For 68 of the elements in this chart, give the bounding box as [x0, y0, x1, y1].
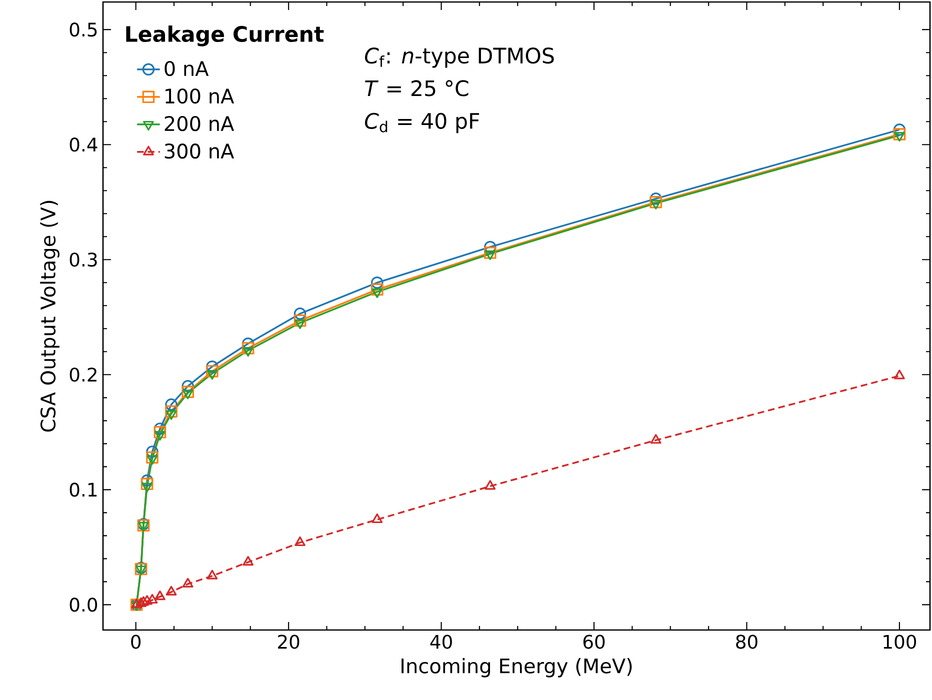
annotation: T = 25 °C — [365, 80, 468, 96]
legend-label: 300 nA — [164, 144, 234, 159]
point — [484, 250, 496, 260]
point — [142, 595, 152, 605]
y-axis-title: CSA Output Voltage (V) — [40, 200, 60, 432]
point — [206, 570, 218, 580]
point — [154, 422, 166, 435]
point — [893, 128, 906, 140]
point — [894, 370, 905, 380]
y-tick-label: 0.5 — [70, 22, 97, 37]
y-tick-label: 0.1 — [70, 482, 97, 497]
point — [136, 597, 146, 608]
annotation: C$_{f}$: n-type DTMOS — [364, 48, 554, 68]
point — [206, 370, 218, 380]
x-axis-title: Incoming Energy (MeV) — [402, 658, 632, 678]
point — [165, 405, 178, 418]
point — [893, 124, 906, 136]
point — [138, 596, 149, 606]
point — [182, 578, 194, 588]
legend-label: 200 nA — [164, 116, 234, 132]
x-tick-label: 0 — [131, 634, 141, 649]
point — [894, 132, 905, 142]
x-tick-label: 80 — [736, 634, 758, 649]
point — [294, 314, 306, 327]
point — [154, 590, 166, 600]
x-tick-label: 60 — [583, 634, 605, 649]
point — [165, 398, 178, 411]
point — [146, 594, 158, 604]
point — [166, 410, 177, 420]
point — [146, 446, 158, 458]
point — [242, 342, 254, 354]
point — [242, 337, 254, 350]
legend-label: 0 nA — [164, 60, 209, 76]
point — [242, 347, 254, 357]
point — [371, 283, 384, 296]
point — [650, 434, 662, 444]
point — [206, 365, 218, 378]
point — [166, 586, 177, 596]
point — [372, 288, 383, 298]
point — [294, 319, 306, 330]
point — [182, 386, 194, 398]
y-tick-label: 0.2 — [70, 368, 96, 382]
point — [484, 246, 496, 259]
point — [146, 451, 158, 464]
y-tick-label: 0.4 — [70, 138, 98, 152]
point — [182, 380, 194, 392]
point — [650, 196, 662, 208]
point — [372, 513, 383, 524]
annotation: C$_{d}$ = 40 pF — [364, 112, 480, 134]
point — [206, 360, 218, 373]
x-tick-label: 40 — [430, 634, 452, 649]
point — [484, 240, 496, 254]
point — [154, 426, 166, 438]
point — [140, 478, 154, 490]
point — [294, 308, 306, 320]
point — [294, 536, 306, 546]
y-tick-label: 0.3 — [70, 252, 97, 267]
point — [371, 276, 384, 289]
point — [484, 480, 496, 490]
legend-label: 100 nA — [166, 88, 234, 104]
point — [131, 598, 142, 608]
x-tick-label: 100 — [884, 634, 916, 649]
point — [242, 556, 254, 566]
point — [650, 200, 662, 210]
point — [182, 390, 194, 400]
legend-title: Leakage Current — [126, 26, 324, 46]
y-tick-label: 0.0 — [70, 598, 98, 612]
x-tick-label: 20 — [278, 634, 300, 649]
